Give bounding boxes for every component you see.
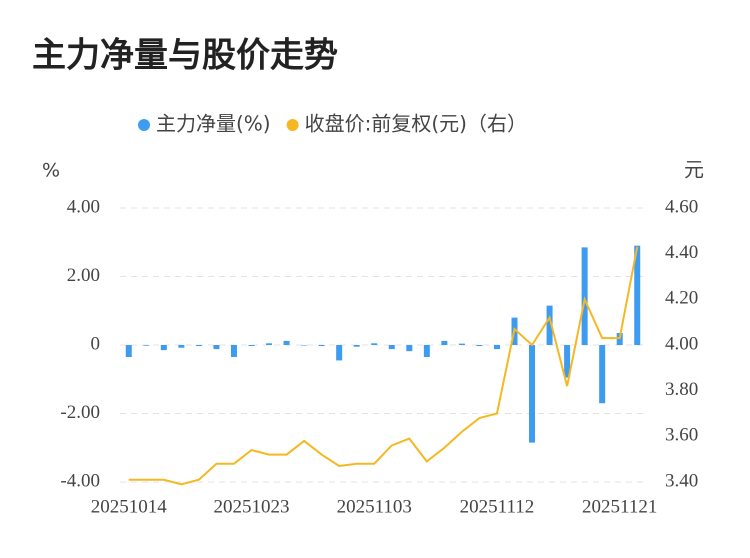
price-line [128, 246, 639, 486]
bar [143, 345, 150, 346]
chart-title: 主力净量与股价走势 [32, 36, 338, 76]
legend-label: 收盘价:前复权(元)（右） [305, 112, 527, 136]
bar [353, 345, 360, 347]
y-tick-label: -4.00 [60, 470, 100, 491]
bar [230, 345, 237, 357]
bar [581, 247, 588, 345]
x-tick-label: 20251121 [582, 496, 657, 517]
y2-tick-label: 4.40 [665, 242, 698, 263]
bar [476, 345, 483, 347]
bar [318, 345, 325, 347]
y2-tick-label: 3.60 [665, 425, 698, 446]
x-tick-label: 20251023 [214, 496, 290, 517]
y-tick-label: 4.00 [67, 196, 100, 217]
bar [441, 340, 448, 345]
y2-tick-label: 3.80 [665, 379, 698, 400]
y-tick-label: 2.00 [67, 265, 100, 286]
bar [248, 345, 255, 347]
bar [301, 345, 308, 346]
bar [125, 345, 132, 357]
bar [529, 345, 536, 443]
bar [564, 345, 571, 378]
bar [283, 340, 290, 345]
legend-label: 主力净量(%) [156, 112, 271, 136]
x-tick-label: 20251103 [337, 496, 412, 517]
bar [195, 345, 202, 347]
bar [423, 345, 430, 357]
bar [178, 345, 185, 348]
legend-marker [286, 119, 299, 131]
y2-tick-label: 4.60 [665, 196, 698, 217]
bar [599, 345, 606, 404]
bar [493, 345, 500, 350]
bar [634, 245, 641, 345]
bar [336, 345, 343, 361]
x-tick-label: 20251112 [460, 496, 535, 517]
y-axis-label: % [42, 160, 60, 182]
bar [160, 345, 167, 351]
y2-tick-label: 4.00 [665, 333, 698, 354]
y2-tick-label: 4.20 [665, 288, 698, 309]
bar [406, 345, 413, 352]
y-tick-label: 0 [91, 333, 101, 354]
y2-tick-label: 3.40 [665, 470, 698, 491]
bar [266, 343, 273, 345]
legend-marker [138, 119, 150, 131]
x-tick-label: 20251014 [91, 496, 168, 517]
y2-axis-label: 元 [684, 158, 704, 182]
bar [546, 305, 553, 345]
bar [213, 345, 220, 350]
bar [458, 343, 465, 345]
bar [388, 345, 395, 350]
bar [371, 343, 378, 345]
y-tick-label: -2.00 [60, 402, 100, 423]
